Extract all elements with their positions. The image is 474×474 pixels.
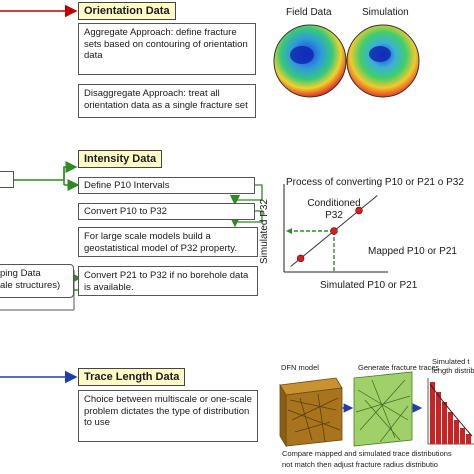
define-p10-step: Define P10 Intervals	[78, 177, 255, 194]
dfn-model-image	[279, 377, 343, 448]
chart-point-1	[330, 227, 338, 235]
orientation-header: Orientation Data	[78, 2, 176, 20]
convert-p21-step: Convert P21 to P32 if no borehole data i…	[78, 266, 258, 296]
disaggregate-approach-box: Disaggregate Approach: treat all orienta…	[78, 84, 256, 118]
mapping-data-box: ping Data ale structures)	[0, 264, 74, 298]
step1-to-step2-arrow	[229, 184, 263, 206]
chart-conditioned-arrowhead	[286, 228, 292, 234]
distribution-choice-box: Choice between multiscale or one-scale p…	[78, 390, 258, 442]
mapping-data-line1: ping Data	[0, 268, 41, 279]
trace-length-header: Trace Length Data	[78, 368, 186, 386]
step2-to-step3-arrow	[229, 210, 263, 228]
chart-point-2	[355, 206, 363, 215]
field-data-pole-cluster	[290, 46, 314, 64]
simulation-label: Simulation	[362, 7, 409, 18]
simulated-length-line1: Simulated t	[432, 357, 470, 366]
mapped-p10-annotation: Mapped P10 or P21	[368, 246, 457, 257]
chart-xlabel: Simulated P10 or P21	[320, 280, 418, 291]
aggregate-approach-box: Aggregate Approach: define fracture sets…	[78, 23, 256, 75]
mapping-data-line2: ale structures)	[0, 279, 61, 291]
generate-traces-label: Generate fracture traces	[358, 363, 440, 372]
simulated-length-line2: length distribu	[432, 366, 474, 375]
field-data-label: Field Data	[286, 7, 332, 18]
chart-point-0	[296, 254, 305, 263]
input-stub-box	[0, 171, 14, 188]
intensity-header: Intensity Data	[78, 150, 163, 168]
dfn-model-label: DFN model	[281, 363, 319, 372]
conditioned-p32-annotation: Conditioned P32	[307, 198, 361, 221]
simulation-pole-cluster	[369, 46, 391, 62]
trace-length-histogram	[427, 378, 474, 445]
convert-p10-step: Convert P10 to P32	[78, 203, 255, 220]
compare-caption-line1: Compare mapped and simulated trace distr…	[282, 449, 452, 458]
geostat-model-step: For large scale models build a geostatis…	[78, 227, 258, 257]
simulated-length-label: Simulated t length distribu	[432, 357, 474, 375]
fracture-traces-image	[353, 371, 413, 447]
chart-title: Process of converting P10 or P21 o P32	[286, 177, 464, 188]
compare-caption-line2: not match then adjust fracture radius di…	[282, 460, 438, 469]
